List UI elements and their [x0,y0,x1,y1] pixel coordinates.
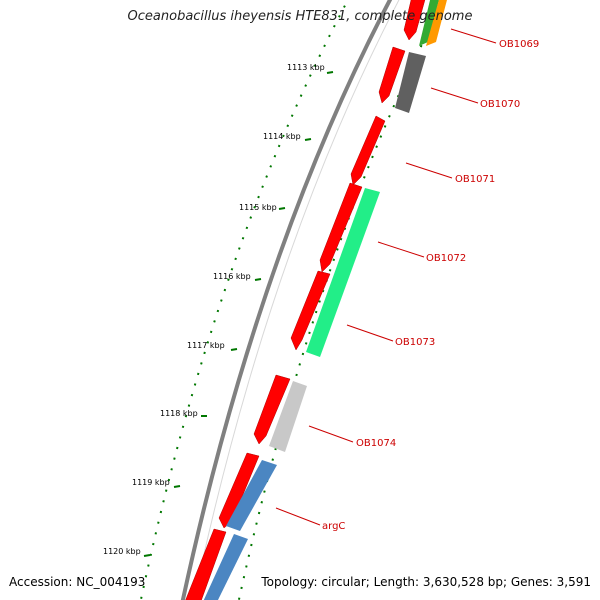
cds-arrow [319,182,363,273]
cog-arrow-dark-gray [395,52,426,113]
genome-summary: Topology: circular; Length: 3,630,528 bp… [261,575,591,589]
tick-label: 1115 kbp [239,203,277,212]
gene-label: OB1070 [480,99,520,110]
cds-features [185,0,426,600]
cog-arrow-blue-2 [203,534,248,600]
major-ticks [143,71,334,557]
cog-arrow-light-gray [269,381,307,452]
cog-arrow-green-long [306,188,380,357]
tick-label: 1118 kbp [160,409,198,418]
cog-arrow-blue [226,460,277,531]
gene-label: argC [322,521,345,532]
cds-arrow [378,46,406,104]
gene-labels: OB1069 OB1070 OB1071 OB1072 OB1073 OB107… [322,39,539,532]
label-leaders [275,28,497,526]
map-title: Oceanobacillus iheyensis HTE831, complet… [127,9,473,24]
gene-label: OB1069 [499,39,539,50]
cog-arrow-orange [426,0,447,46]
tick-label: 1117 kbp [187,341,225,350]
cds-arrow [253,374,291,445]
cog-arrow-green [419,0,439,46]
genome-backbone [180,0,393,600]
cds-arrow [403,0,426,41]
cds-arrow [185,528,227,600]
tick-label: 1119 kbp [132,478,170,487]
tick-label: 1120 kbp [103,547,141,556]
genome-backbone-inner [193,0,400,600]
cds-arrow [290,270,331,351]
accession-text: Accession: NC_004193 [9,575,146,589]
tick-labels: 1113 kbp 1114 kbp 1115 kbp 1116 kbp 1117… [103,63,325,556]
gene-label: OB1072 [426,253,466,264]
gene-label: OB1074 [356,438,396,449]
tick-label: 1116 kbp [213,272,251,281]
tick-label: 1114 kbp [263,132,301,141]
cds-arrow [350,115,386,186]
tick-label: 1113 kbp [287,63,325,72]
cog-features [203,0,447,600]
gene-label: OB1071 [455,174,495,185]
gene-label: OB1073 [395,337,435,348]
